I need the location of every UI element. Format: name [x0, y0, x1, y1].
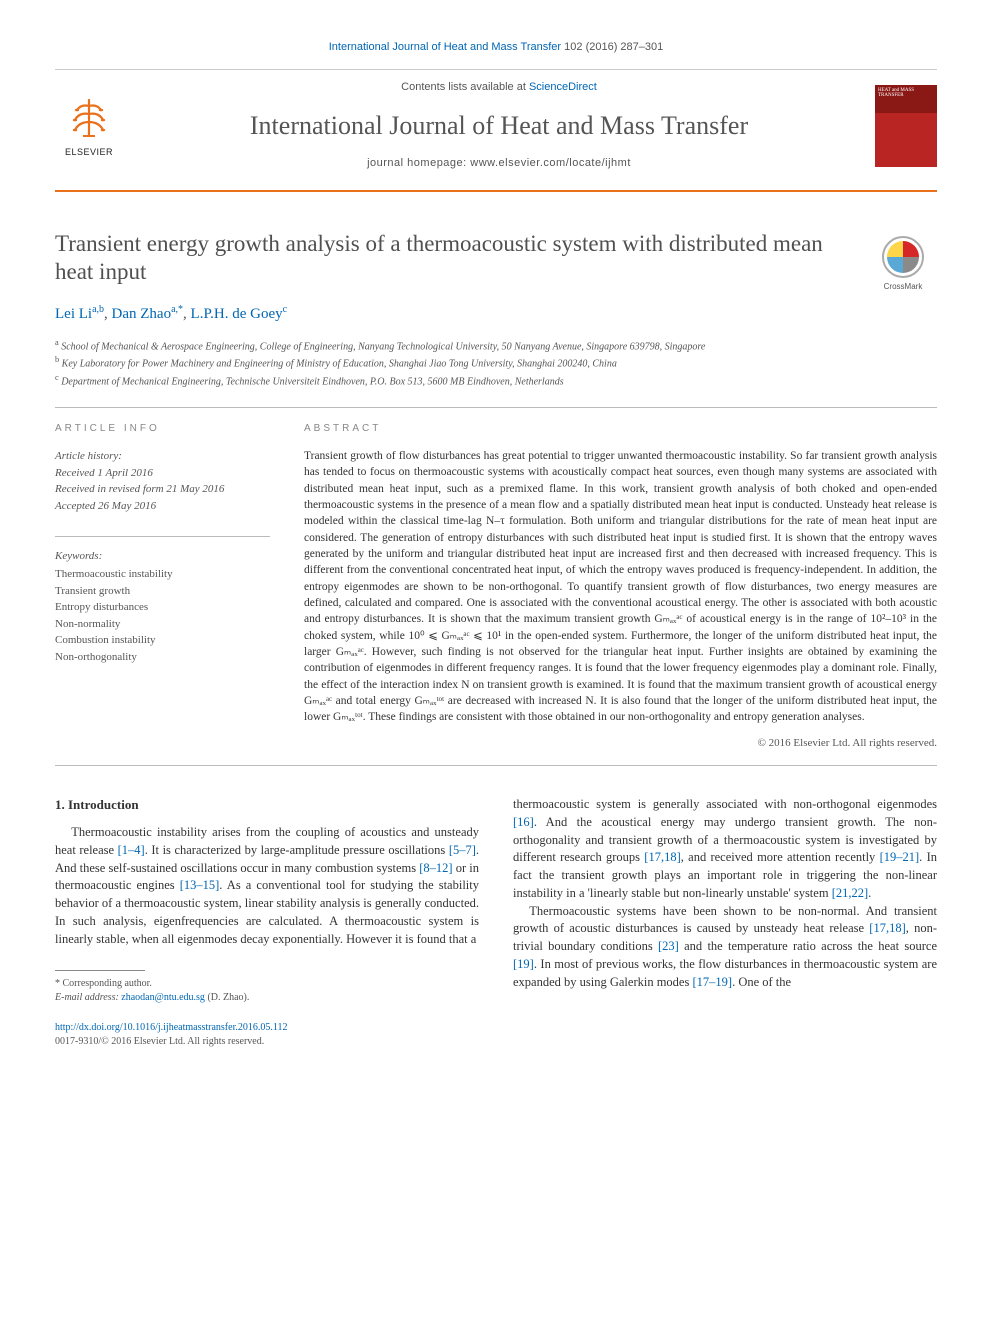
article-info-column: ARTICLE INFO Article history: Received 1…	[55, 422, 270, 751]
running-head-citation: 102 (2016) 287–301	[564, 41, 663, 53]
info-divider	[55, 536, 270, 537]
affiliation-c: c Department of Mechanical Engineering, …	[55, 372, 849, 389]
publisher-label: ELSEVIER	[65, 146, 113, 159]
doi-block: http://dx.doi.org/10.1016/j.ijheatmasstr…	[55, 1021, 479, 1049]
contents-line: Contents lists available at ScienceDirec…	[141, 80, 857, 95]
body-paragraph: Thermoacoustic instability arises from t…	[55, 824, 479, 948]
citation-link[interactable]: [17–19]	[692, 975, 732, 989]
citation-link[interactable]: [21,22]	[832, 886, 868, 900]
homepage-line: journal homepage: www.elsevier.com/locat…	[141, 156, 857, 171]
email-who: (D. Zhao).	[207, 992, 249, 1003]
affiliation-a: a School of Mechanical & Aerospace Engin…	[55, 337, 849, 354]
running-head: International Journal of Heat and Mass T…	[55, 40, 937, 55]
page-root: International Journal of Heat and Mass T…	[0, 0, 992, 1079]
footnote-rule	[55, 970, 145, 971]
citation-link[interactable]: [17,18]	[644, 850, 680, 864]
keywords-label: Keywords:	[55, 549, 270, 564]
citation-link[interactable]: [1–4]	[118, 843, 145, 857]
publisher-logo[interactable]: ELSEVIER	[55, 89, 123, 163]
divider-top	[55, 407, 937, 408]
author-2[interactable]: Dan Zhao	[112, 306, 172, 322]
crossmark-label: CrossMark	[884, 281, 923, 292]
cover-thumb-title: HEAT and MASS TRANSFER	[875, 85, 937, 113]
citation-link[interactable]: [13–15]	[180, 878, 220, 892]
section-heading-intro: 1. Introduction	[55, 796, 479, 814]
author-3-sup: c	[283, 304, 287, 315]
corresponding-email-link[interactable]: zhaodan@ntu.edu.sg	[121, 992, 205, 1003]
history-received: Received 1 April 2016	[55, 465, 270, 482]
author-1-sup: a,b	[92, 304, 104, 315]
affiliations: a School of Mechanical & Aerospace Engin…	[55, 337, 849, 389]
issn-copyright: 0017-9310/© 2016 Elsevier Ltd. All right…	[55, 1036, 264, 1047]
keyword-item: Entropy disturbances	[55, 599, 270, 616]
history-revised: Received in revised form 21 May 2016	[55, 481, 270, 498]
author-3[interactable]: L.P.H. de Goey	[191, 306, 283, 322]
abstract-column: ABSTRACT Transient growth of flow distur…	[304, 422, 937, 751]
author-2-sup: a,	[171, 304, 178, 315]
running-head-journal-link[interactable]: International Journal of Heat and Mass T…	[329, 41, 561, 53]
homepage-url[interactable]: www.elsevier.com/locate/ijhmt	[470, 157, 631, 169]
info-abstract-row: ARTICLE INFO Article history: Received 1…	[55, 422, 937, 751]
affiliation-b: b Key Laboratory for Power Machinery and…	[55, 354, 849, 371]
contents-prefix: Contents lists available at	[401, 81, 529, 93]
keyword-item: Thermoacoustic instability	[55, 566, 270, 583]
keyword-item: Non-normality	[55, 616, 270, 633]
author-2-mark: *	[178, 304, 183, 315]
article-history: Article history: Received 1 April 2016 R…	[55, 448, 270, 514]
citation-link[interactable]: [17,18]	[869, 921, 905, 935]
citation-link[interactable]: [8–12]	[419, 861, 452, 875]
citation-link[interactable]: [19–21]	[880, 850, 920, 864]
homepage-prefix: journal homepage:	[367, 157, 470, 169]
authors-line: Lei Lia,b, Dan Zhaoa,*, L.P.H. de Goeyc	[55, 303, 849, 325]
citation-link[interactable]: [16]	[513, 815, 534, 829]
doi-link[interactable]: http://dx.doi.org/10.1016/j.ijheatmasstr…	[55, 1022, 287, 1033]
body-columns: 1. Introduction Thermoacoustic instabili…	[55, 796, 937, 1049]
history-accepted: Accepted 26 May 2016	[55, 498, 270, 515]
abstract-text: Transient growth of flow disturbances ha…	[304, 448, 937, 726]
journal-name: International Journal of Heat and Mass T…	[141, 108, 857, 144]
body-paragraph: Thermoacoustic systems have been shown t…	[513, 903, 937, 992]
sciencedirect-link[interactable]: ScienceDirect	[529, 81, 597, 93]
abstract-copyright: © 2016 Elsevier Ltd. All rights reserved…	[304, 736, 937, 751]
crossmark-badge[interactable]: CrossMark	[869, 230, 937, 298]
author-1[interactable]: Lei Li	[55, 306, 92, 322]
keyword-item: Combustion instability	[55, 632, 270, 649]
body-column-right: thermoacoustic system is generally assoc…	[513, 796, 937, 1049]
journal-cover-thumb[interactable]: HEAT and MASS TRANSFER	[875, 85, 937, 167]
keyword-item: Non-orthogonality	[55, 649, 270, 666]
citation-link[interactable]: [19]	[513, 957, 534, 971]
article-info-label: ARTICLE INFO	[55, 422, 270, 436]
citation-link[interactable]: [23]	[658, 939, 679, 953]
article-header: Transient energy growth analysis of a th…	[55, 230, 937, 389]
abstract-label: ABSTRACT	[304, 422, 937, 436]
body-column-left: 1. Introduction Thermoacoustic instabili…	[55, 796, 479, 1049]
article-title: Transient energy growth analysis of a th…	[55, 230, 849, 288]
body-paragraph: thermoacoustic system is generally assoc…	[513, 796, 937, 903]
email-label: E-mail address:	[55, 992, 119, 1003]
masthead: ELSEVIER Contents lists available at Sci…	[55, 69, 937, 191]
masthead-center: Contents lists available at ScienceDirec…	[141, 80, 857, 171]
history-label: Article history:	[55, 448, 270, 465]
keyword-item: Transient growth	[55, 583, 270, 600]
email-footnote: E-mail address: zhaodan@ntu.edu.sg (D. Z…	[55, 991, 479, 1005]
elsevier-tree-icon	[65, 94, 113, 142]
keywords-list: Thermoacoustic instability Transient gro…	[55, 566, 270, 665]
crossmark-icon	[881, 235, 925, 279]
citation-link[interactable]: [5–7]	[449, 843, 476, 857]
divider-bottom	[55, 765, 937, 766]
corresponding-footnote: * Corresponding author.	[55, 977, 479, 991]
